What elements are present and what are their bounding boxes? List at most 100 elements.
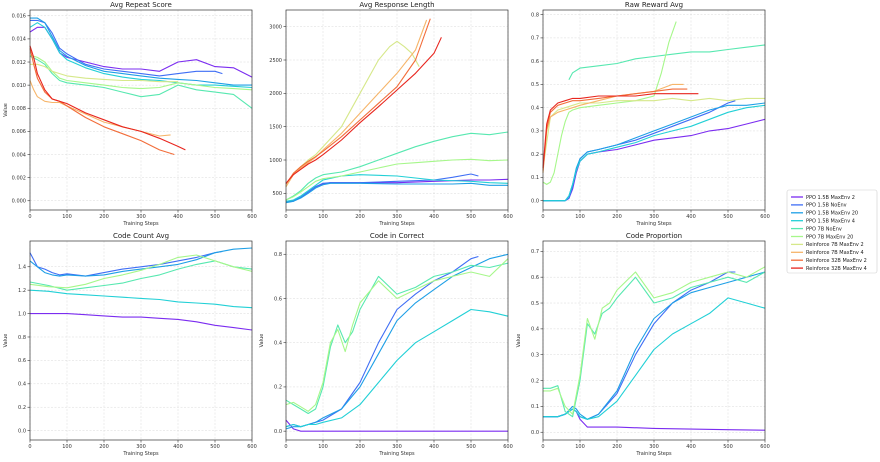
series-line-reinforce-7b-maxenv-4 <box>542 83 684 173</box>
x-tick-label: 0 <box>284 444 287 450</box>
series-line-ppo-7b-maxenv-20 <box>29 254 253 289</box>
series-line-ppo-1-5b-maxenv-4 <box>29 22 253 89</box>
legend-label: Reinforce 32B MaxEnv 4 <box>806 266 867 272</box>
series-line-ppo-1-5b-maxenv-4 <box>543 104 766 202</box>
y-tick-label: 0.4 <box>531 327 539 333</box>
y-tick-label: 0.8 <box>18 335 26 341</box>
x-tick-label: 100 <box>575 444 585 450</box>
y-tick-label: 2000 <box>269 91 282 97</box>
y-tick-label: 0.6 <box>18 358 26 364</box>
series-line-ppo-1-5b-maxenv-2 <box>543 118 766 202</box>
x-tick-label: 400 <box>173 444 183 450</box>
y-tick-label: 0.7 <box>531 36 539 42</box>
y-axis-label: Value <box>3 103 9 117</box>
series-line-ppo-1-5b-maxenv-4 <box>29 289 253 309</box>
x-axis-label: Training Steps <box>378 221 415 227</box>
subplot-title: Raw Reward Avg <box>625 1 683 9</box>
x-tick-label: 0 <box>541 444 544 450</box>
x-tick-label: 300 <box>136 214 146 220</box>
x-tick-label: 200 <box>355 444 365 450</box>
series-line-ppo-1-5b-noenv <box>543 271 736 420</box>
y-tick-label: 0.0 <box>531 430 539 436</box>
y-axis-label: Value <box>3 334 9 348</box>
series-line-reinforce-32b-maxenv-2 <box>29 48 175 156</box>
subplot-title: Code Count Avg <box>113 232 169 240</box>
y-tick-label: 0.7 <box>531 249 539 255</box>
legend-label: Reinforce 7B MaxEnv 2 <box>806 242 864 248</box>
y-tick-label: 0.006 <box>12 129 26 135</box>
y-tick-label: 0.5 <box>531 82 539 88</box>
x-tick-label: 200 <box>99 214 109 220</box>
y-tick-label: 0.2 <box>531 378 539 384</box>
subplot-2: 0 100 200 300 400 500 600 500 1000 1500 2000 2500 30… <box>269 1 513 227</box>
legend-label: PPO 7B NoEnv <box>806 226 842 232</box>
y-tick-label: 1.0 <box>18 311 26 317</box>
y-tick-label: 0.008 <box>12 106 26 112</box>
x-tick-label: 300 <box>649 444 659 450</box>
x-tick-label: 600 <box>503 444 513 450</box>
y-tick-label: 0.4 <box>531 105 539 111</box>
x-axis-label: Training Steps <box>635 221 672 227</box>
x-axis-label: Training Steps <box>122 221 159 227</box>
x-tick-label: 100 <box>318 214 328 220</box>
series-line-ppo-1-5b-maxenv-2 <box>30 313 253 331</box>
y-tick-label: 0.016 <box>12 14 26 20</box>
x-tick-label: 200 <box>612 214 622 220</box>
series-line-ppo-1-5b-maxenv-20 <box>543 271 766 420</box>
x-tick-label: 500 <box>210 214 220 220</box>
x-tick-label: 0 <box>28 214 31 220</box>
y-tick-label: 2500 <box>269 58 282 64</box>
series-line-ppo-7b-maxenv-20 <box>543 266 766 415</box>
x-tick-label: 400 <box>686 444 696 450</box>
x-tick-label: 400 <box>429 444 439 450</box>
y-tick-label: 0.010 <box>12 83 26 89</box>
series-line-reinforce-32b-maxenv-2 <box>285 18 431 185</box>
x-tick-label: 300 <box>136 444 146 450</box>
legend-label: PPO 1.5B MaxEnv 2 <box>806 195 855 201</box>
y-tick-label: 0.0 <box>18 428 26 434</box>
legend-label: PPO 1.5B MaxEnv 20 <box>806 211 858 217</box>
y-tick-label: 500 <box>272 191 282 197</box>
series-line-reinforce-32b-maxenv-2 <box>542 88 688 171</box>
x-tick-label: 400 <box>173 214 183 220</box>
y-tick-label: 0.6 <box>274 296 282 302</box>
y-tick-label: 0.2 <box>274 385 282 391</box>
y-axis-label: Value <box>259 334 265 348</box>
x-tick-label: 300 <box>392 444 402 450</box>
x-tick-label: 0 <box>284 214 287 220</box>
x-tick-label: 400 <box>429 214 439 220</box>
x-tick-label: 600 <box>760 444 770 450</box>
x-tick-label: 100 <box>318 444 328 450</box>
y-tick-label: 0.004 <box>12 152 26 158</box>
y-tick-label: 0.3 <box>531 129 539 135</box>
x-tick-label: 300 <box>649 214 659 220</box>
subplot-title: Code Proportion <box>626 232 682 240</box>
x-tick-label: 500 <box>210 444 220 450</box>
y-tick-label: 1000 <box>269 158 282 164</box>
y-tick-label: 0.012 <box>12 60 26 66</box>
series-line-ppo-7b-noenv <box>285 262 509 415</box>
y-tick-label: 0.2 <box>531 152 539 158</box>
y-tick-label: 0.3 <box>531 353 539 359</box>
x-tick-label: 600 <box>247 444 257 450</box>
series-line-ppo-7b-noenv <box>543 271 766 418</box>
y-tick-label: 1.2 <box>18 288 26 294</box>
x-tick-label: 0 <box>28 444 31 450</box>
subplot-title: Avg Response Length <box>359 1 434 9</box>
series-line-reinforce-7b-maxenv-2 <box>542 97 765 169</box>
x-tick-label: 500 <box>466 214 476 220</box>
y-tick-label: 0.1 <box>531 404 539 410</box>
series-line-reinforce-7b-maxenv-2 <box>30 63 178 83</box>
y-tick-label: 0.8 <box>274 252 282 258</box>
y-tick-label: 0.4 <box>274 341 282 347</box>
y-tick-label: 0.014 <box>12 37 26 43</box>
x-tick-label: 600 <box>760 214 770 220</box>
x-tick-label: 0 <box>541 214 544 220</box>
y-tick-label: 1.4 <box>18 265 26 271</box>
legend: PPO 1.5B MaxEnv 2 PPO 1.5B NoEnv PPO 1.5B … <box>786 189 878 274</box>
x-tick-label: 100 <box>575 214 585 220</box>
y-axis-label: Value <box>516 334 522 348</box>
y-tick-label: 3000 <box>269 24 282 30</box>
legend-box <box>786 189 878 274</box>
